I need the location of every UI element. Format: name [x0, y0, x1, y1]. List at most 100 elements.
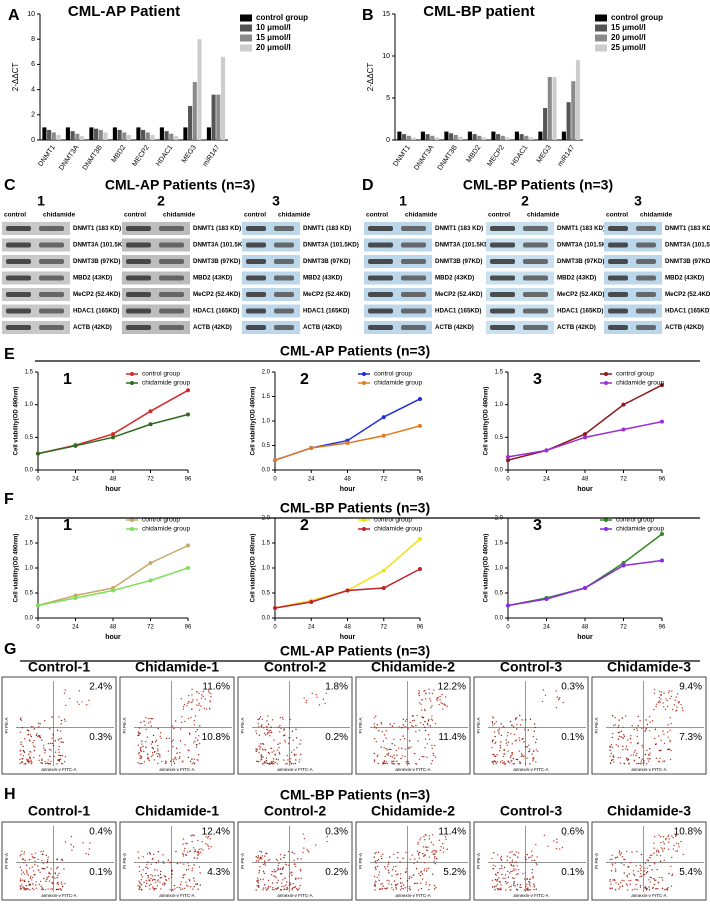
- flow-dot: [396, 760, 398, 762]
- blot-band: [6, 226, 31, 231]
- lane-label: control: [366, 212, 388, 219]
- flow-dot: [432, 752, 434, 755]
- flow-dot: [415, 882, 417, 885]
- flow-dot: [267, 879, 270, 882]
- flow-dot: [19, 718, 22, 720]
- data-point: [621, 563, 626, 568]
- flow-dot: [434, 853, 436, 855]
- flow-dot: [667, 848, 670, 850]
- flow-dot: [434, 855, 436, 858]
- flow-dot: [404, 755, 406, 758]
- flow-dot: [265, 726, 268, 728]
- lane-label: chidamide: [527, 212, 560, 219]
- flow-dot: [501, 873, 503, 876]
- protein-label: MeCP2 (52.4KD): [665, 291, 710, 298]
- flow-dot: [524, 872, 527, 874]
- flow-dot: [423, 755, 425, 758]
- flow-dot: [373, 723, 376, 725]
- flow-dot: [385, 737, 387, 739]
- flow-y-label: PI PE-A: [4, 717, 9, 733]
- flow-dot: [671, 690, 673, 692]
- flow-dot: [426, 849, 429, 852]
- flow-dot: [657, 888, 659, 890]
- flow-dot: [150, 863, 152, 865]
- flow-dot: [515, 717, 518, 719]
- flow-dot: [663, 733, 665, 735]
- flow-dot: [270, 760, 273, 763]
- flow-dot: [20, 887, 22, 889]
- flow-dot: [315, 844, 317, 846]
- flow-dot: [436, 698, 438, 700]
- flow-dot: [435, 851, 437, 853]
- bar: [552, 77, 557, 140]
- data-point: [506, 603, 510, 608]
- flow-dot: [556, 696, 558, 698]
- flow-dot: [384, 755, 386, 758]
- flow-dot: [275, 858, 278, 861]
- flow-dot: [391, 742, 393, 745]
- flow-dot: [424, 839, 426, 841]
- flow-dot: [284, 739, 286, 742]
- flow-dot: [288, 884, 291, 886]
- flow-dot: [147, 756, 149, 759]
- flow-dot: [506, 859, 509, 862]
- q2-percent: 12.4%: [202, 827, 230, 838]
- blot-band: [274, 292, 294, 297]
- flow-dot: [402, 718, 405, 720]
- flow-dot: [256, 885, 259, 887]
- blot-strip: [242, 222, 300, 235]
- flow-dot: [614, 716, 616, 719]
- flow-dot: [669, 697, 671, 700]
- flow-dot: [47, 888, 49, 890]
- flow-dot: [531, 753, 533, 756]
- flow-dot: [660, 698, 662, 700]
- data-point: [506, 454, 510, 459]
- flow-dot: [72, 846, 75, 848]
- flow-dot: [172, 758, 174, 761]
- panel-letter: F: [4, 491, 14, 508]
- flow-dot: [524, 878, 526, 880]
- flow-dot: [258, 886, 260, 888]
- flow-dot: [621, 856, 624, 858]
- flow-dot: [639, 886, 642, 889]
- legend-label: 10 μmol/l: [256, 23, 291, 32]
- data-point: [418, 396, 422, 401]
- flow-dot: [263, 732, 266, 735]
- flow-dot: [491, 886, 494, 888]
- flow-dot: [430, 706, 432, 709]
- data-point: [621, 427, 626, 432]
- q2-percent: 0.4%: [89, 827, 112, 838]
- legend-marker: [362, 518, 366, 522]
- flow-dot: [420, 722, 422, 724]
- flow-label: Chidamide-2: [371, 659, 455, 675]
- flow-x-label: annexin-v FITC-A: [41, 767, 76, 772]
- x-tick-label: 0: [36, 625, 40, 631]
- flow-dot: [374, 866, 377, 868]
- flow-dot: [197, 888, 199, 890]
- flow-dot: [425, 834, 427, 837]
- flow-dot: [255, 732, 258, 735]
- flow-dot: [388, 872, 390, 874]
- flow-dot: [31, 853, 33, 855]
- flow-dot: [512, 763, 514, 765]
- flow-dot: [36, 736, 39, 738]
- flow-dot: [675, 835, 677, 838]
- flow-dot: [653, 877, 655, 880]
- bar: [206, 127, 211, 140]
- bar: [122, 132, 127, 140]
- flow-dot: [662, 879, 664, 881]
- flow-x-label: annexin-v FITC-A: [631, 767, 666, 772]
- flow-dot: [376, 859, 379, 862]
- flow-dot: [277, 879, 279, 882]
- y-tick-label: 0: [386, 137, 390, 144]
- flow-dot: [395, 886, 397, 889]
- flow-dot: [636, 735, 639, 738]
- flow-dot: [271, 719, 274, 721]
- flow-dot: [636, 729, 639, 731]
- flow-dot: [152, 717, 154, 720]
- flow-dot: [41, 887, 43, 889]
- bar: [477, 135, 482, 140]
- flow-dot: [159, 876, 161, 879]
- flow-dot: [500, 858, 502, 861]
- flow-dot: [632, 873, 635, 875]
